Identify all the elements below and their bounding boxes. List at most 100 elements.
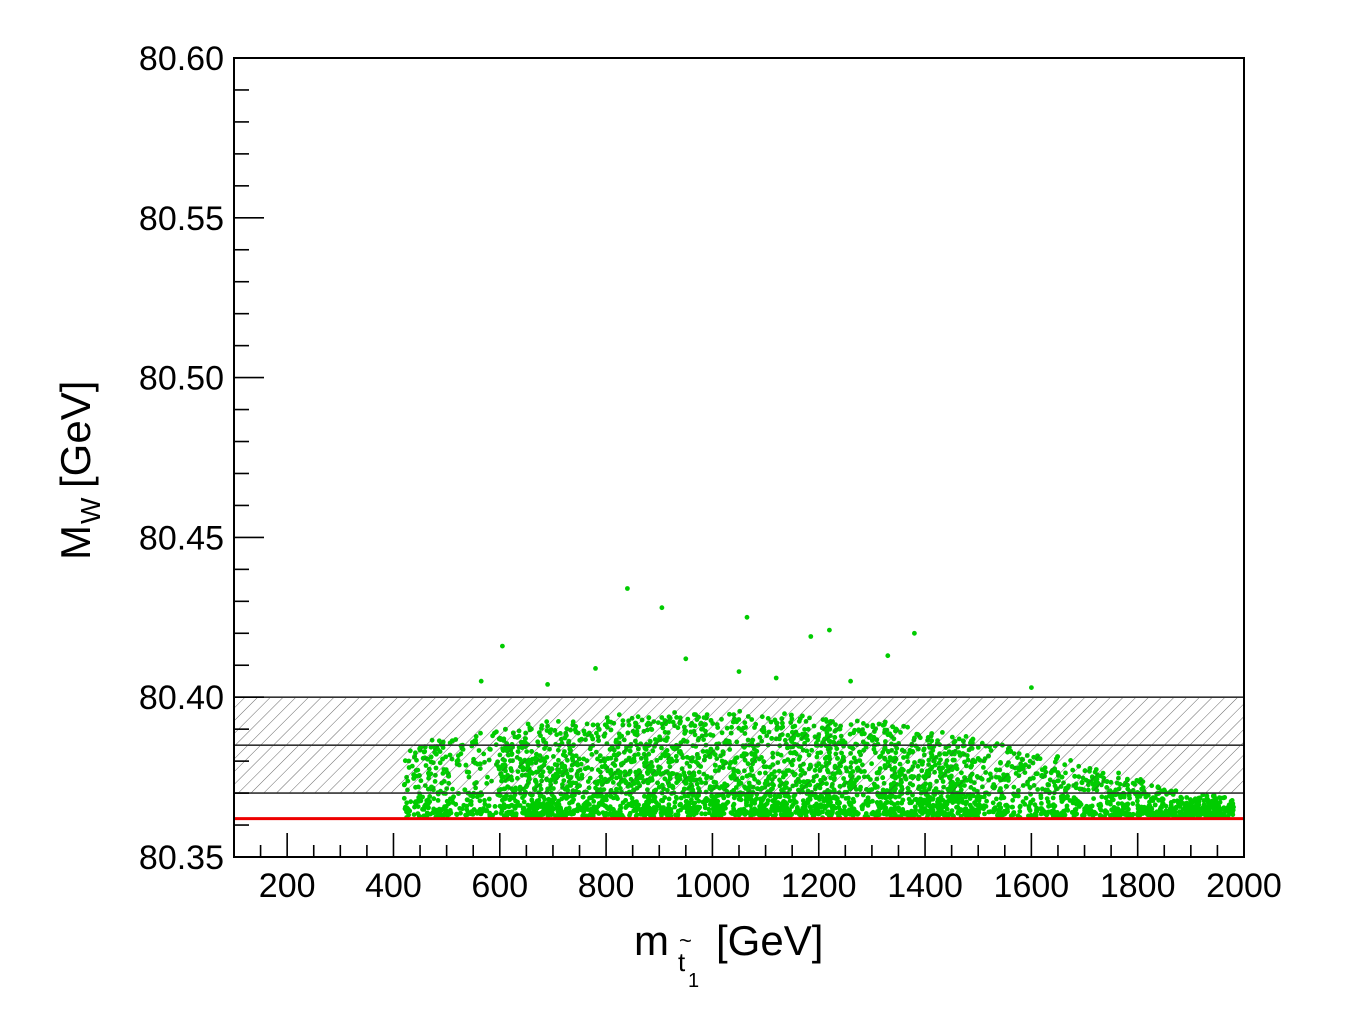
scatter-point xyxy=(813,795,819,800)
scatter-point xyxy=(825,798,831,803)
scatter-point xyxy=(602,813,608,819)
scatter-point xyxy=(950,794,956,800)
scatter-point xyxy=(1135,798,1140,804)
scatter-point xyxy=(946,798,952,804)
scatter-point xyxy=(709,793,715,799)
scatter-point xyxy=(1017,809,1023,814)
scatter-point xyxy=(878,794,884,799)
scatter-point xyxy=(688,808,694,814)
scatter-point xyxy=(525,808,531,813)
scatter-point xyxy=(435,798,441,803)
scatter-point xyxy=(1179,800,1185,806)
scatter-point xyxy=(1044,796,1050,801)
scatter-point xyxy=(683,656,689,662)
scatter-point xyxy=(719,792,725,798)
scatter-point xyxy=(1124,802,1130,808)
scatter-point xyxy=(994,796,999,802)
scatter-point xyxy=(849,808,854,814)
scatter-point xyxy=(529,797,535,803)
scatter-point xyxy=(659,605,665,611)
scatter-point xyxy=(547,797,553,803)
scatter-point xyxy=(629,799,635,805)
scatter-point xyxy=(1184,800,1190,806)
scatter-point xyxy=(835,796,840,801)
y-tick-label: 80.40 xyxy=(139,679,224,717)
scatter-point xyxy=(644,809,649,815)
scatter-point xyxy=(573,807,579,813)
scatter-point xyxy=(1156,797,1161,803)
scatter-point xyxy=(1200,805,1206,811)
scatter-point xyxy=(1096,802,1102,808)
scatter-point xyxy=(899,800,904,806)
scatter-point xyxy=(1182,804,1188,810)
scatter-point xyxy=(623,798,628,803)
scatter-point xyxy=(752,797,758,803)
scatter-point xyxy=(761,803,766,809)
scatter-point xyxy=(424,798,430,803)
x-tick-label: 1400 xyxy=(887,867,963,905)
scatter-point xyxy=(842,808,848,814)
scatter-point xyxy=(981,806,986,812)
scatter-point xyxy=(421,813,427,819)
scatter-point xyxy=(458,810,463,816)
scatter-point xyxy=(831,803,836,809)
scatter-point xyxy=(1074,800,1080,806)
scatter-point xyxy=(1054,810,1060,815)
scatter-point xyxy=(837,800,842,806)
y-tick-label: 80.55 xyxy=(139,200,224,238)
scatter-point xyxy=(1118,794,1124,800)
scatter-point xyxy=(1122,812,1128,817)
y-tick-label: 80.60 xyxy=(139,40,224,78)
scatter-point xyxy=(638,811,643,817)
scatter-point xyxy=(589,812,594,818)
scatter-point xyxy=(1195,805,1201,810)
scatter-point xyxy=(1229,798,1235,803)
scatter-point xyxy=(596,811,602,816)
scatter-point xyxy=(908,799,913,805)
scatter-point xyxy=(1227,806,1232,812)
scatter-point xyxy=(513,811,519,817)
scatter-point xyxy=(555,800,560,806)
scatter-point xyxy=(618,809,623,815)
scatter-point xyxy=(1141,804,1147,810)
scatter-point xyxy=(867,799,873,805)
x-tick-label: 400 xyxy=(365,867,422,905)
scatter-point xyxy=(942,802,947,808)
scatter-point xyxy=(564,806,569,812)
scatter-point xyxy=(769,806,775,812)
scatter-point xyxy=(703,811,708,817)
scatter-point xyxy=(984,798,989,804)
scatter-point xyxy=(973,802,979,807)
scatter-point xyxy=(581,807,587,813)
scatter-point xyxy=(773,675,779,681)
scatter-point xyxy=(474,809,480,814)
scatter-point xyxy=(580,794,586,800)
scatter-point xyxy=(851,799,857,805)
scatter-point xyxy=(625,802,631,808)
scatter-point xyxy=(969,805,974,810)
scatter-point xyxy=(656,802,662,807)
y-tick-label: 80.35 xyxy=(139,839,224,877)
scatter-point xyxy=(603,803,608,809)
scatter-point xyxy=(401,795,407,801)
scatter-point xyxy=(715,799,720,805)
scatter-point xyxy=(808,634,814,639)
y-axis-title-main: M xyxy=(52,525,99,560)
scatter-point xyxy=(644,799,649,805)
x-tick-label: 600 xyxy=(471,867,528,905)
scatter-point xyxy=(627,812,632,818)
scatter-point xyxy=(1107,813,1113,818)
scatter-point xyxy=(912,630,917,636)
scatter-point xyxy=(666,802,672,807)
scatter-point xyxy=(1112,805,1117,811)
scatter-point xyxy=(1169,811,1175,817)
scatter-point xyxy=(482,798,487,803)
scatter-point xyxy=(1147,809,1153,815)
scatter-point xyxy=(1050,795,1056,801)
scatter-point xyxy=(757,804,763,809)
scatter-point xyxy=(531,808,537,814)
scatter-point xyxy=(545,682,550,687)
scatter-point xyxy=(892,802,897,808)
scatter-point xyxy=(1010,797,1016,803)
